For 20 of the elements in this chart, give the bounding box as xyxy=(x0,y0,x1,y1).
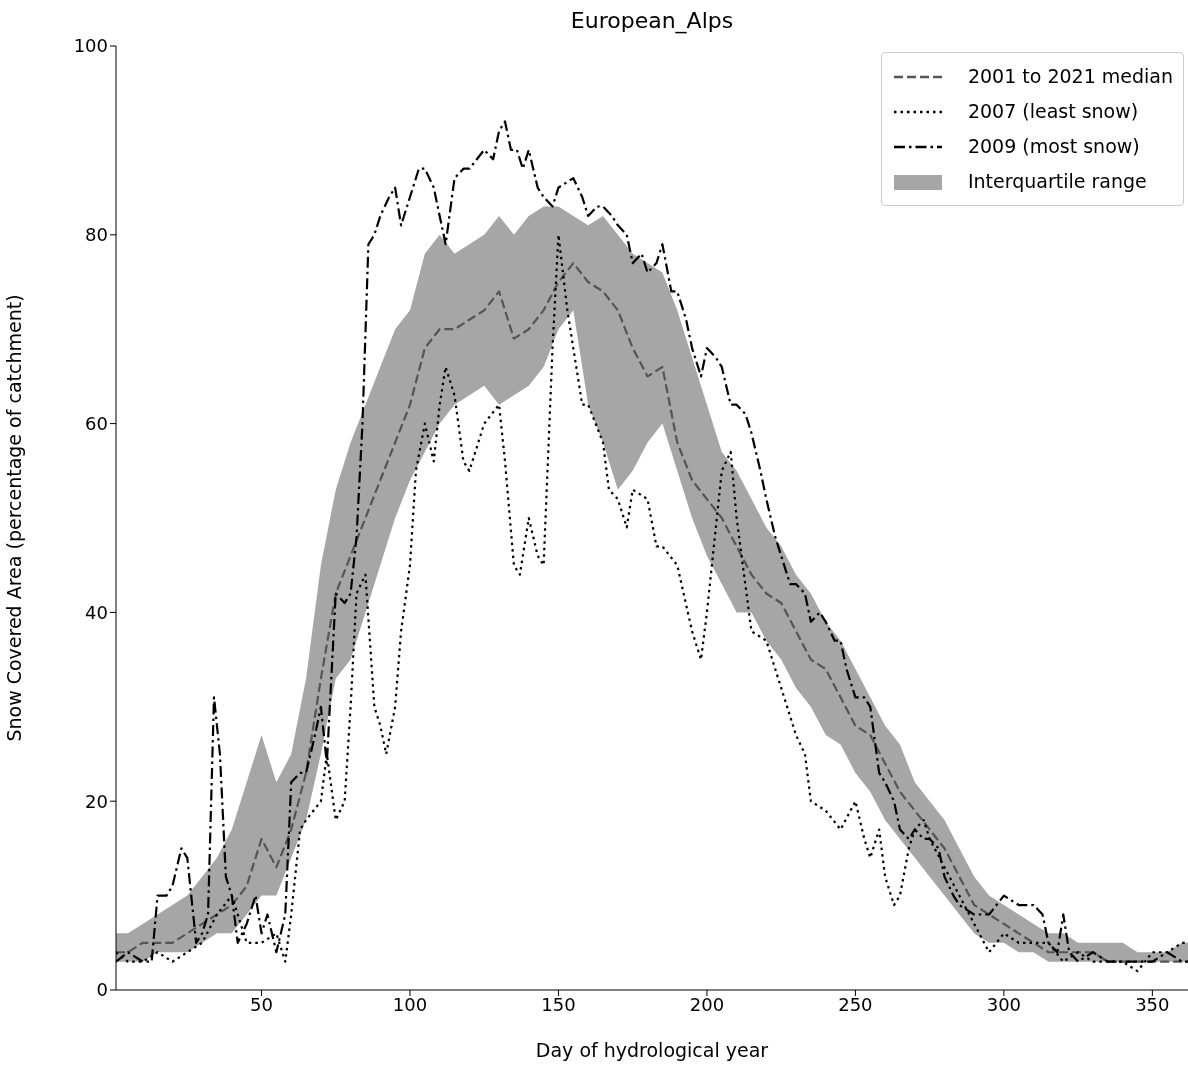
x-tick-label: 200 xyxy=(689,993,725,1015)
legend-label: 2007 (least snow) xyxy=(967,99,1139,124)
x-tick-label: 100 xyxy=(392,993,428,1015)
y-tick-label: 20 xyxy=(85,790,108,812)
chart-title: European_Alps xyxy=(569,8,735,33)
x-tick-label: 250 xyxy=(838,993,873,1015)
y-tick-label: 0 xyxy=(96,979,108,1001)
y-tick-label: 40 xyxy=(85,601,108,623)
legend-label: 2001 to 2021 median xyxy=(967,64,1173,89)
x-tick-label: 350 xyxy=(1135,993,1170,1015)
x-tick-label: 150 xyxy=(541,993,576,1015)
y-tick-label: 80 xyxy=(85,224,108,246)
legend-label: Interquartile range xyxy=(967,169,1147,194)
x-axis-title: Day of hydrological year xyxy=(535,1039,769,1061)
legend-label: 2009 (most snow) xyxy=(967,134,1140,159)
x-tick-label: 50 xyxy=(250,993,273,1015)
y-axis-title: Snow Covered Area (percentage of catchment) xyxy=(2,294,25,742)
x-tick-label: 300 xyxy=(986,993,1022,1015)
y-tick-label: 100 xyxy=(73,35,108,57)
y-tick-label: 60 xyxy=(85,412,108,434)
